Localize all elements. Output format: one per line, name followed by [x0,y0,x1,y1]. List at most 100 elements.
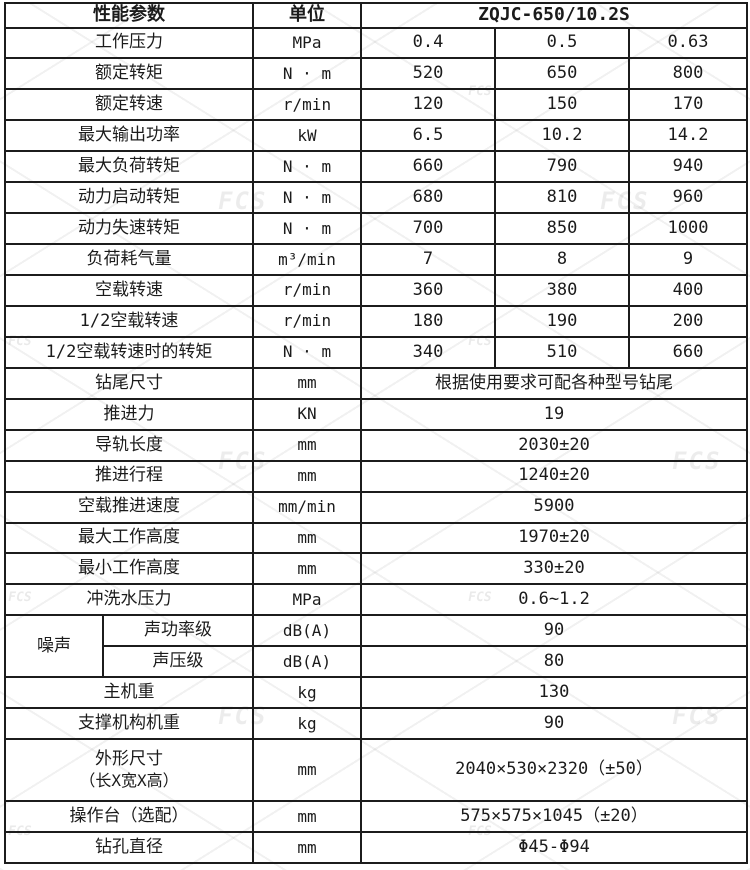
value-cell: 790 [494,150,630,184]
value-cell: 340 [360,335,496,369]
value-cell: 680 [360,181,496,215]
param-cell: 外形尺寸 （长X宽X高） [4,738,254,803]
value-cell: 19 [359,397,749,431]
value-cell: 170 [627,88,749,122]
table-row: 钻孔直径 mm Φ45-Φ94 [4,831,749,864]
unit-cell: kg [252,676,362,710]
table-row: 最小工作高度 mm 330±20 [4,552,749,586]
table-row: 推进行程 mm 1240±20 [4,459,749,493]
value-cell: 700 [360,212,496,246]
unit-cell: mm [252,428,362,462]
param-cell: 最小工作高度 [4,552,254,586]
value-cell: 7 [360,243,496,276]
table-row: 操作台（选配） mm 575×575×1045（±20） [4,800,749,833]
param-cell: 最大工作高度 [4,521,254,555]
table-row: 支撑机构机重 kg 90 [4,707,749,741]
value-cell: 650 [494,57,630,91]
value-cell: 0.63 [627,26,749,60]
value-cell: 80 [359,645,749,679]
table-row: 最大输出功率 kW 6.5 10.2 14.2 [4,119,749,153]
value-cell: 90 [359,614,749,648]
value-cell: 6.5 [360,119,496,153]
param-cell: 最大负荷转矩 [4,150,254,184]
param-cell: 钻孔直径 [4,831,254,864]
value-cell: 520 [360,57,496,91]
param-cell: 钻尾尺寸 [4,366,254,400]
value-cell: 360 [360,274,496,307]
unit-cell: mm [252,366,362,400]
param-cell: 支撑机构机重 [4,707,254,741]
table-row: 1/2空载转速 r/min 180 190 200 [4,304,749,338]
unit-cell: N · m [252,335,362,369]
param-cell: 声压级 [102,645,254,679]
value-cell: 1970±20 [359,521,749,555]
value-cell: 0.5 [494,26,630,60]
value-cell: 660 [360,150,496,184]
table-row: 冲洗水压力 MPa 0.6~1.2 [4,583,749,617]
value-cell: 1000 [627,212,749,246]
param-cell: 导轨长度 [4,428,254,462]
spec-table-body: 工作压力 MPa 0.4 0.5 0.63 额定转矩 N · m 520 650 800 额定转速 r… [4,26,749,864]
table-row: 动力启动转矩 N · m 680 810 960 [4,181,749,215]
unit-cell: N · m [252,57,362,91]
value-cell: 800 [627,57,749,91]
param-cell: 1/2空载转速 [4,304,254,338]
table-row: 外形尺寸 （长X宽X高） mm 2040×530×2320（±50） [4,738,749,803]
param-cell: 最大输出功率 [4,119,254,153]
value-cell: 5900 [359,490,749,524]
param-cell: 负荷耗气量 [4,243,254,276]
header-model: ZQJC-650/10.2S [359,2,749,29]
param-cell: 动力失速转矩 [4,212,254,246]
unit-cell: MPa [252,26,362,60]
header-param: 性能参数 [4,2,254,29]
value-cell: 8 [494,243,630,276]
unit-cell: dB(A) [252,645,362,679]
value-cell: 510 [494,335,630,369]
unit-cell: mm [252,552,362,586]
param-cell: 冲洗水压力 [4,583,254,617]
value-cell: 200 [627,304,749,338]
value-cell: 9 [627,243,749,276]
spec-table: 性能参数 单位 ZQJC-650/10.2S 工作压力 MPa 0.4 0.5 0.63… [4,2,749,864]
value-cell: 0.4 [360,26,496,60]
unit-cell: mm [252,459,362,493]
value-cell: 0.6~1.2 [359,583,749,617]
value-cell: 810 [494,181,630,215]
table-row: 额定转矩 N · m 520 650 800 [4,57,749,91]
param-cell: 主机重 [4,676,254,710]
table-row: 声压级 dB(A) 80 [5,645,749,679]
value-cell: 2030±20 [359,428,749,462]
value-cell: 120 [360,88,496,122]
table-row: 空载推进速度 mm/min 5900 [4,490,749,524]
param-cell: 空载转速 [4,274,254,307]
value-cell: 380 [494,274,630,307]
value-cell: 400 [627,274,749,307]
header-row: 性能参数 单位 ZQJC-650/10.2S [4,2,749,29]
value-cell: 180 [360,304,496,338]
unit-cell: mm [252,800,362,833]
value-cell: 150 [494,88,630,122]
unit-cell: mm [252,738,362,803]
unit-cell: r/min [252,304,362,338]
value-cell: 90 [359,707,749,741]
table-row: 额定转速 r/min 120 150 170 [4,88,749,122]
table-row: 推进力 KN 19 [4,397,749,431]
unit-cell: kg [252,707,362,741]
table-row: 负荷耗气量 m³/min 7 8 9 [4,243,749,276]
table-row: 动力失速转矩 N · m 700 850 1000 [4,212,749,246]
value-cell: 960 [627,181,749,215]
table-row: 主机重 kg 130 [4,676,749,710]
table-row: 导轨长度 mm 2030±20 [4,428,749,462]
unit-cell: N · m [252,181,362,215]
value-cell: 575×575×1045（±20） [359,800,749,833]
header-unit: 单位 [252,2,362,29]
unit-cell: m³/min [252,243,362,276]
param-cell: 额定转矩 [4,57,254,91]
param-cell: 推进力 [4,397,254,431]
table-row: 1/2空载转速时的转矩 N · m 340 510 660 [4,335,749,369]
value-cell: 2040×530×2320（±50） [359,738,749,803]
unit-cell: mm/min [252,490,362,524]
unit-cell: MPa [252,583,362,617]
unit-cell: kW [252,119,362,153]
